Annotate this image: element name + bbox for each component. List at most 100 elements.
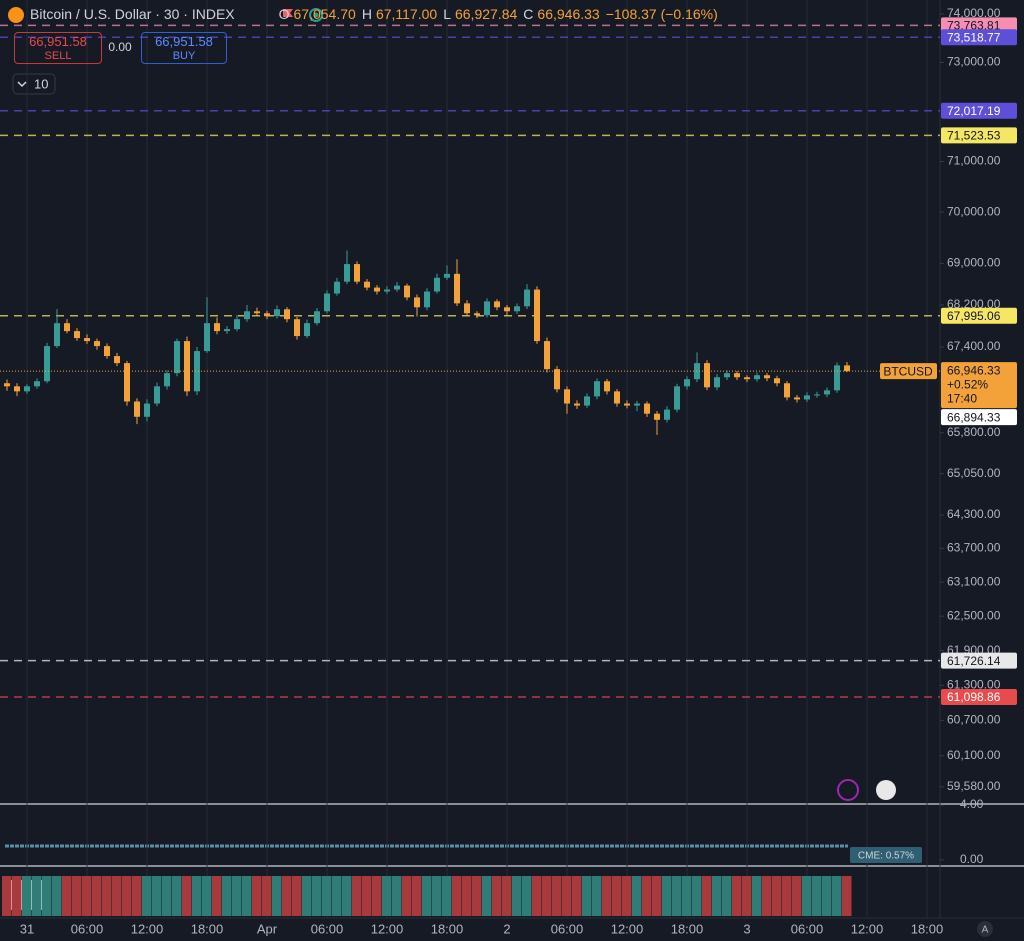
- x-tick-label: 18:00: [671, 921, 704, 936]
- sentiment-bar: [592, 876, 602, 916]
- buy-button[interactable]: 66,951.58 BUY: [141, 32, 227, 64]
- y-tick-label: 74,000.00: [947, 6, 1001, 20]
- sentiment-bar: [502, 876, 512, 916]
- scale-mode-button[interactable]: [977, 921, 993, 937]
- sentiment-bar: [792, 876, 802, 916]
- sentiment-bar: [322, 876, 332, 916]
- quantity-chip[interactable]: [12, 73, 56, 95]
- candle-body: [434, 277, 440, 292]
- sentiment-bar: [582, 876, 592, 916]
- price-label: 71,523.53: [947, 128, 1001, 142]
- candle-body: [684, 379, 690, 387]
- event-icon[interactable]: [837, 779, 859, 801]
- candle-body: [614, 391, 620, 404]
- buy-label[interactable]: BUY: [172, 50, 196, 62]
- x-tick-label: 12:00: [371, 921, 404, 936]
- sentiment-bar: [712, 876, 722, 916]
- price-label: 61,726.14: [947, 654, 1001, 668]
- sentiment-bar: [242, 876, 252, 916]
- x-tick-label: 18:00: [191, 921, 224, 936]
- sentiment-bar: [52, 876, 62, 916]
- sell-label[interactable]: SELL: [44, 50, 72, 62]
- candle-body: [674, 386, 680, 410]
- legend-key: L: [443, 6, 451, 22]
- sentiment-bar: [452, 876, 462, 916]
- sentiment-bar: [192, 876, 202, 916]
- candle-body: [494, 301, 500, 308]
- candle-body: [94, 341, 100, 347]
- candle-body: [644, 403, 650, 414]
- candle-body: [14, 386, 20, 392]
- sell-price[interactable]: 66,951.58: [29, 34, 87, 49]
- sentiment-bar: [382, 876, 392, 916]
- price-label-box: [941, 29, 1017, 46]
- x-tick-label: 06:00: [551, 921, 584, 936]
- x-tick-label: 3: [743, 921, 750, 936]
- sentiment-bar: [212, 876, 222, 916]
- candle-body: [124, 363, 130, 402]
- candle-body: [474, 313, 480, 316]
- sentiment-bar: [752, 876, 762, 916]
- sentiment-bar: [432, 876, 442, 916]
- symbol-box: [880, 363, 937, 380]
- sell-button[interactable]: 66,951.58 SELL: [14, 32, 102, 64]
- candle-body: [634, 403, 640, 406]
- candle-body: [504, 307, 510, 312]
- candle-body: [664, 409, 670, 420]
- scale-mode[interactable]: A: [982, 925, 989, 936]
- candle-body: [464, 303, 470, 314]
- sentiment-bar: [542, 876, 552, 916]
- candle-body: [174, 341, 180, 374]
- sentiment-bar: [172, 876, 182, 916]
- sentiment-bar: [312, 876, 322, 916]
- candle-body: [544, 341, 550, 370]
- candle-body: [284, 309, 290, 320]
- legend-change: −108.37 (−0.16%): [605, 6, 718, 22]
- sentiment-bar: [22, 876, 32, 916]
- sentiment-bar: [672, 876, 682, 916]
- last-price-box: [941, 362, 1017, 409]
- candle-body: [224, 329, 230, 332]
- candle-body: [54, 323, 60, 347]
- candle-body: [24, 386, 30, 392]
- sentiment-bar: [392, 876, 402, 916]
- candle-body: [194, 351, 200, 392]
- bid-box: [941, 409, 1017, 426]
- y-tick-label: 62,500.00: [947, 608, 1001, 622]
- sentiment-bar: [482, 876, 492, 916]
- candle-body: [324, 293, 330, 312]
- event-icon[interactable]: [876, 780, 896, 800]
- x-tick-label: 31: [20, 921, 34, 936]
- candle-body: [624, 403, 630, 406]
- coin-icon: [8, 7, 24, 23]
- candle-body: [754, 375, 760, 380]
- candle-body: [604, 381, 610, 392]
- sentiment-bar: [782, 876, 792, 916]
- candle-body: [134, 401, 140, 417]
- sentiment-bar: [742, 876, 752, 916]
- price-label: 72,017.19: [947, 104, 1001, 118]
- price-label-box: [941, 652, 1017, 669]
- sentiment-bar: [232, 876, 242, 916]
- candle-body: [214, 323, 220, 332]
- sentiment-bar: [82, 876, 92, 916]
- price-label-box: [941, 307, 1017, 324]
- candle-body: [814, 394, 820, 396]
- price-label-box: [941, 127, 1017, 144]
- candle-body: [354, 264, 360, 282]
- candle-body: [164, 373, 170, 387]
- y-tick-label: 65,050.00: [947, 466, 1001, 480]
- sentiment-bar: [142, 876, 152, 916]
- quantity[interactable]: 10: [34, 76, 48, 91]
- buy-price[interactable]: 66,951.58: [155, 34, 213, 49]
- candle-body: [834, 365, 840, 391]
- candle-body: [734, 373, 740, 378]
- candle-body: [764, 375, 770, 379]
- chevron-icon[interactable]: [17, 81, 27, 88]
- x-tick-label: 12:00: [611, 921, 644, 936]
- candle-body: [574, 403, 580, 406]
- sentiment-bar: [702, 876, 712, 916]
- sentiment-bar: [442, 876, 452, 916]
- status-icon: [313, 12, 319, 18]
- sentiment-bar: [772, 876, 782, 916]
